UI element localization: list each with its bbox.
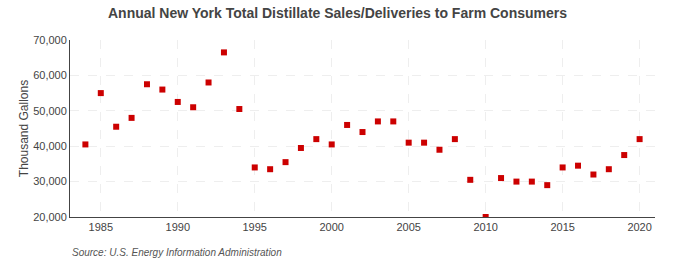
svg-text:2020: 2020 <box>627 221 651 233</box>
svg-text:30,000: 30,000 <box>33 175 67 187</box>
svg-text:20,000: 20,000 <box>33 211 67 223</box>
svg-text:1990: 1990 <box>166 221 190 233</box>
svg-text:1985: 1985 <box>89 221 113 233</box>
svg-text:60,000: 60,000 <box>33 69 67 81</box>
svg-text:Annual New York Total Distilla: Annual New York Total Distillate Sales/D… <box>108 5 567 21</box>
svg-text:2005: 2005 <box>396 221 420 233</box>
svg-text:2000: 2000 <box>319 221 343 233</box>
svg-text:2010: 2010 <box>473 221 497 233</box>
svg-text:Source: U.S. Energy Informatio: Source: U.S. Energy Information Administ… <box>72 247 282 258</box>
svg-text:Thousand Gallons: Thousand Gallons <box>17 80 31 177</box>
svg-text:1995: 1995 <box>242 221 266 233</box>
svg-text:40,000: 40,000 <box>33 140 67 152</box>
svg-text:70,000: 70,000 <box>33 34 67 46</box>
svg-text:2015: 2015 <box>550 221 574 233</box>
svg-text:50,000: 50,000 <box>33 105 67 117</box>
